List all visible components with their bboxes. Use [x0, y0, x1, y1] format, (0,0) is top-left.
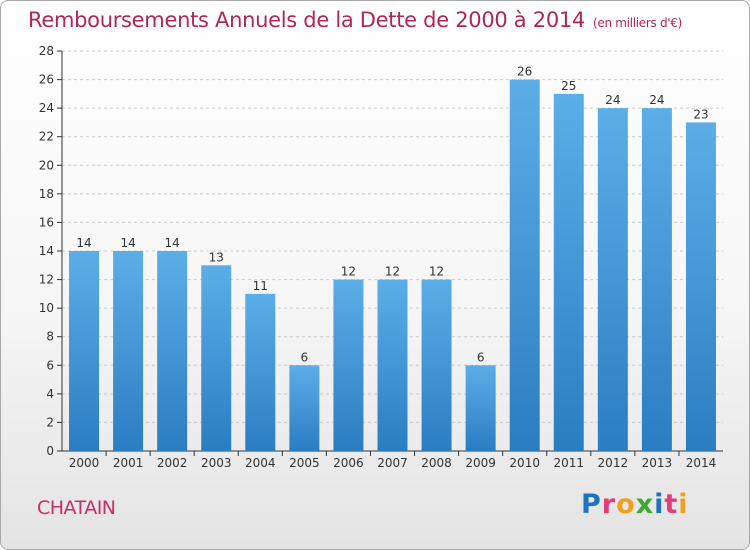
data-label-2012: 24	[605, 93, 620, 107]
y-tick-label-12: 12	[39, 273, 54, 287]
x-tick-label-2003: 2003	[201, 456, 232, 470]
data-label-2003: 13	[209, 250, 224, 264]
x-tick-label-2013: 2013	[642, 456, 673, 470]
data-label-2002: 14	[165, 236, 180, 250]
x-tick-label-2011: 2011	[553, 456, 584, 470]
bar-2014	[685, 122, 716, 451]
data-label-2009: 6	[477, 350, 485, 364]
chart-title: Remboursements Annuels de la Dette de 20…	[28, 8, 682, 32]
y-tick-label-22: 22	[39, 130, 54, 144]
data-label-2006: 12	[341, 265, 356, 279]
bar-2007	[377, 279, 408, 451]
logo-letter-3: x	[635, 489, 655, 520]
bar-2009	[465, 365, 496, 451]
x-tick-label-2009: 2009	[465, 456, 496, 470]
x-tick-label-2010: 2010	[509, 456, 540, 470]
bar-2002	[157, 251, 188, 451]
proxiti-logo: Proxiti	[581, 489, 689, 520]
y-tick-label-20: 20	[39, 158, 54, 172]
logo-letter-2: o	[616, 489, 636, 520]
y-tick-label-10: 10	[39, 301, 54, 315]
data-label-2010: 26	[517, 65, 532, 79]
y-tick-label-0: 0	[46, 444, 54, 458]
x-tick-labels: 2000 2001 2002 2003 2004 2005 2006 2007 2008 2009…	[69, 456, 716, 470]
data-labels: 14 14 14 13 11 6 12 12 12 6 26 25 24 24 23	[76, 65, 708, 365]
x-tick-label-2012: 2012	[598, 456, 629, 470]
data-label-2011: 25	[561, 79, 576, 93]
bar-2005	[289, 365, 320, 451]
y-tick-label-24: 24	[39, 101, 54, 115]
y-tick-label-26: 26	[39, 73, 54, 87]
commune-name: CHATAIN	[37, 497, 116, 519]
data-label-2007: 12	[385, 265, 400, 279]
bar-2006	[333, 279, 364, 451]
x-tick-label-2004: 2004	[245, 456, 276, 470]
y-tick-label-8: 8	[46, 330, 54, 344]
logo-letter-0: P	[581, 489, 602, 520]
logo-letter-4: i	[654, 489, 665, 520]
x-tick-label-2002: 2002	[157, 456, 188, 470]
bar-2008	[421, 279, 452, 451]
logo-letter-6: i	[678, 489, 689, 520]
x-tick-label-2005: 2005	[289, 456, 320, 470]
y-tick-label-6: 6	[46, 358, 54, 372]
data-label-2014: 23	[693, 107, 708, 121]
bar-2012	[597, 108, 628, 452]
y-tick-label-28: 28	[39, 44, 54, 58]
x-tick-label-2007: 2007	[377, 456, 408, 470]
logo-letter-1: r	[601, 489, 617, 520]
data-label-2001: 14	[120, 236, 135, 250]
data-label-2005: 6	[301, 350, 309, 364]
y-tick-label-14: 14	[39, 244, 54, 258]
x-tick-label-2000: 2000	[69, 456, 100, 470]
bar-2003	[201, 265, 232, 451]
bar-2010	[509, 79, 540, 452]
x-tick-label-2008: 2008	[421, 456, 452, 470]
x-tick-label-2001: 2001	[113, 456, 144, 470]
bar-2001	[113, 251, 144, 451]
data-label-2000: 14	[76, 236, 91, 250]
x-tick-label-2014: 2014	[686, 456, 717, 470]
bar-2011	[553, 93, 584, 451]
y-tick-label-2: 2	[46, 415, 54, 429]
y-tick-label-4: 4	[46, 387, 54, 401]
data-label-2004: 11	[253, 279, 268, 293]
bar-2000	[69, 251, 100, 451]
y-tick-label-16: 16	[39, 215, 54, 229]
data-label-2013: 24	[649, 93, 664, 107]
bar-2004	[245, 293, 276, 451]
data-label-2008: 12	[429, 265, 444, 279]
bar-2013	[641, 108, 672, 452]
logo-letter-5: t	[664, 489, 679, 520]
chart-title-text: Remboursements Annuels de la Dette de 20…	[28, 8, 585, 32]
chart-subtitle: (en milliers d'€)	[593, 16, 683, 30]
x-tick-label-2006: 2006	[333, 456, 364, 470]
bars	[69, 79, 716, 452]
y-tick-label-18: 18	[39, 187, 54, 201]
